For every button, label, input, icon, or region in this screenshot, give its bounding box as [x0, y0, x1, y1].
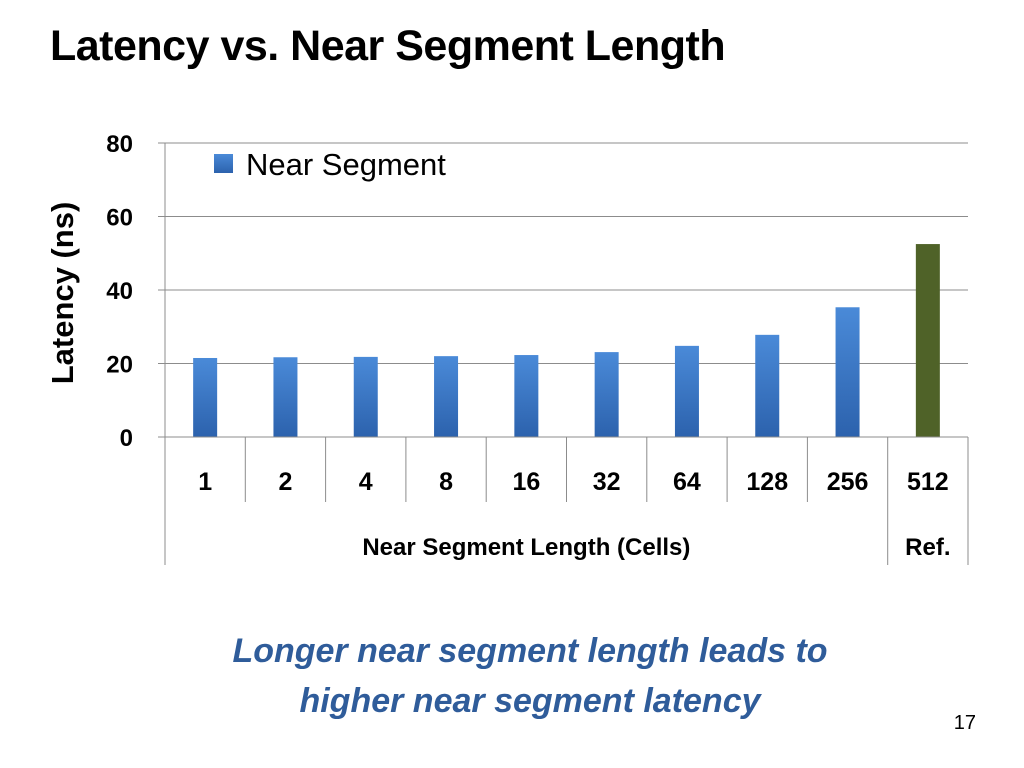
x-category-label: 256: [827, 468, 869, 496]
bar-32: [594, 352, 619, 437]
bar-8: [434, 356, 459, 437]
y-tick-label: 20: [106, 352, 133, 379]
bar-16: [514, 355, 539, 437]
latency-bar-chart: 0 20 40 60 80 1 2 4 8 16 32 64 128 256 512 Near Segment…: [45, 131, 969, 565]
bar-128: [755, 334, 780, 437]
x-category-label: 1: [198, 468, 212, 496]
bar-64: [674, 345, 699, 437]
x-category-label: 64: [673, 468, 701, 496]
y-tick-label: 80: [106, 131, 133, 158]
y-tick-label: 60: [106, 205, 133, 232]
x-category-label: 2: [278, 468, 292, 496]
bar-2: [273, 357, 298, 437]
x-category-label: 128: [746, 468, 788, 496]
legend-swatch: [214, 154, 233, 173]
x-category-label: 512: [907, 468, 949, 496]
bar-4: [353, 356, 378, 437]
x-category-label: 16: [512, 468, 540, 496]
x-category-label: 4: [359, 468, 373, 496]
labels: 0 20 40 60 80 1 2 4 8 16 32 64 128 256 512 Near Segment…: [45, 131, 951, 561]
slide-title: Latency vs. Near Segment Length: [50, 22, 726, 70]
x-category-label: 32: [593, 468, 621, 496]
y-tick-label: 0: [120, 425, 133, 452]
x-category-label: 8: [439, 468, 453, 496]
axes: [158, 142, 969, 565]
takeaway-line-2: higher near segment latency: [299, 682, 761, 720]
takeaway-line-1: Longer near segment length leads to: [232, 632, 828, 670]
bar-1: [193, 357, 218, 437]
bar-256: [835, 307, 860, 437]
y-axis-title: Latency (ns): [45, 202, 80, 385]
x-group-label: Near Segment Length (Cells): [362, 534, 690, 561]
legend-label: Near Segment: [246, 147, 446, 182]
page-number: 17: [953, 712, 976, 734]
bars: [193, 244, 940, 437]
x-group-label: Ref.: [905, 534, 950, 561]
bar-512: [915, 244, 940, 437]
gridlines: [165, 142, 968, 364]
y-tick-label: 40: [106, 278, 133, 305]
